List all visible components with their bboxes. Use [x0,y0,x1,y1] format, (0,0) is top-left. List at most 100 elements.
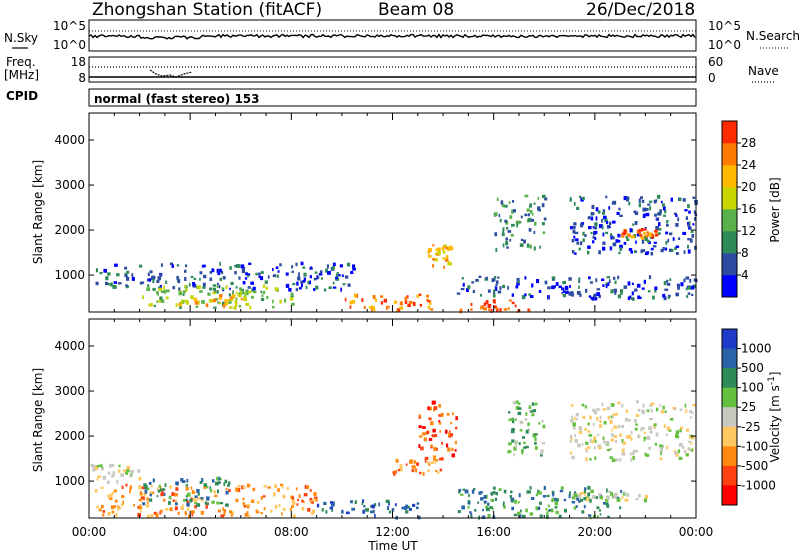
data-cell [235,498,239,503]
data-cell [531,283,534,288]
data-cell [242,502,245,506]
data-cell [537,196,540,200]
data-cell [648,232,653,237]
data-cell [675,434,679,439]
data-cell [225,285,228,289]
data-cell [545,508,548,511]
data-cell [658,222,661,227]
data-cell [305,285,308,290]
data-cell [625,197,629,202]
data-cell [518,493,521,498]
data-cell [547,286,551,290]
data-cell [304,484,307,489]
data-cell [247,514,251,518]
data-cell [93,465,96,468]
data-cell [541,194,546,199]
data-cell [573,493,578,498]
data-cell [107,283,111,286]
data-cell [222,304,226,308]
data-cell [653,199,657,204]
data-cell [391,508,395,512]
freq-strip: Freq. [MHz] 18 8 60 0 Nave [4,55,779,85]
data-cell [516,277,520,281]
data-cell [291,302,295,306]
data-cell [582,238,585,243]
data-cell [666,223,669,227]
data-cell [628,201,631,206]
data-cell [687,292,691,295]
data-cell [189,498,193,503]
data-cell [281,485,284,489]
data-cell [252,286,256,291]
data-cell [330,501,333,504]
data-cell [352,264,356,268]
data-cell [486,507,490,512]
data-cell [532,409,537,413]
data-cell [118,464,121,468]
data-cell [542,222,545,226]
data-cell [590,216,594,221]
data-cell [569,285,571,288]
data-cell [570,451,573,455]
data-cell [216,476,219,481]
data-cell [369,306,373,309]
data-cell [242,288,244,292]
data-cell [529,410,533,413]
data-cell [689,278,692,283]
data-cell [235,286,238,289]
data-cell [452,412,454,416]
data-cell [515,285,519,289]
data-cell [675,453,679,457]
data-cell [219,277,222,281]
data-cell [423,437,427,442]
data-cell [432,428,436,433]
data-cell [150,484,153,488]
data-cell [678,197,682,201]
data-cell [352,267,355,271]
y-tick-label: 3000 [54,178,85,192]
data-cell [491,278,494,283]
data-cell [606,276,611,279]
data-cell [509,495,513,499]
data-cell [568,494,571,499]
data-cell [588,514,592,517]
data-cell [587,430,591,433]
data-cell [311,501,314,504]
data-cell [209,287,213,291]
data-cell [514,418,517,421]
data-cell [100,486,104,489]
data-cell [516,223,519,228]
colorbar-tick-label: -500 [741,459,768,473]
data-cell [537,208,541,212]
colorbar-tick-label: 500 [741,361,764,375]
data-cell [613,425,618,429]
data-cell [435,460,437,464]
data-cell [385,499,390,504]
data-cell [569,198,572,202]
data-cell [471,281,475,284]
data-cell [230,513,233,517]
data-cell [603,421,607,425]
data-cell [142,295,144,300]
data-cell [303,277,306,282]
data-cell [274,504,278,509]
data-cell [408,301,413,304]
data-cell [237,293,240,297]
data-cell [685,428,690,432]
data-cell [313,496,318,500]
data-cell [654,286,658,291]
data-cell [574,416,576,421]
data-cell [655,217,659,220]
data-cell [599,415,602,420]
data-cell [544,197,548,201]
data-cell [640,427,643,432]
data-cell [684,403,687,408]
nsky-tick-bottom: 10^0 [53,38,86,52]
colorbar-block [722,121,737,144]
data-cell [394,503,397,507]
data-cell [247,286,251,289]
data-cell [138,485,142,490]
data-cell [187,492,191,497]
data-cell [361,502,364,506]
